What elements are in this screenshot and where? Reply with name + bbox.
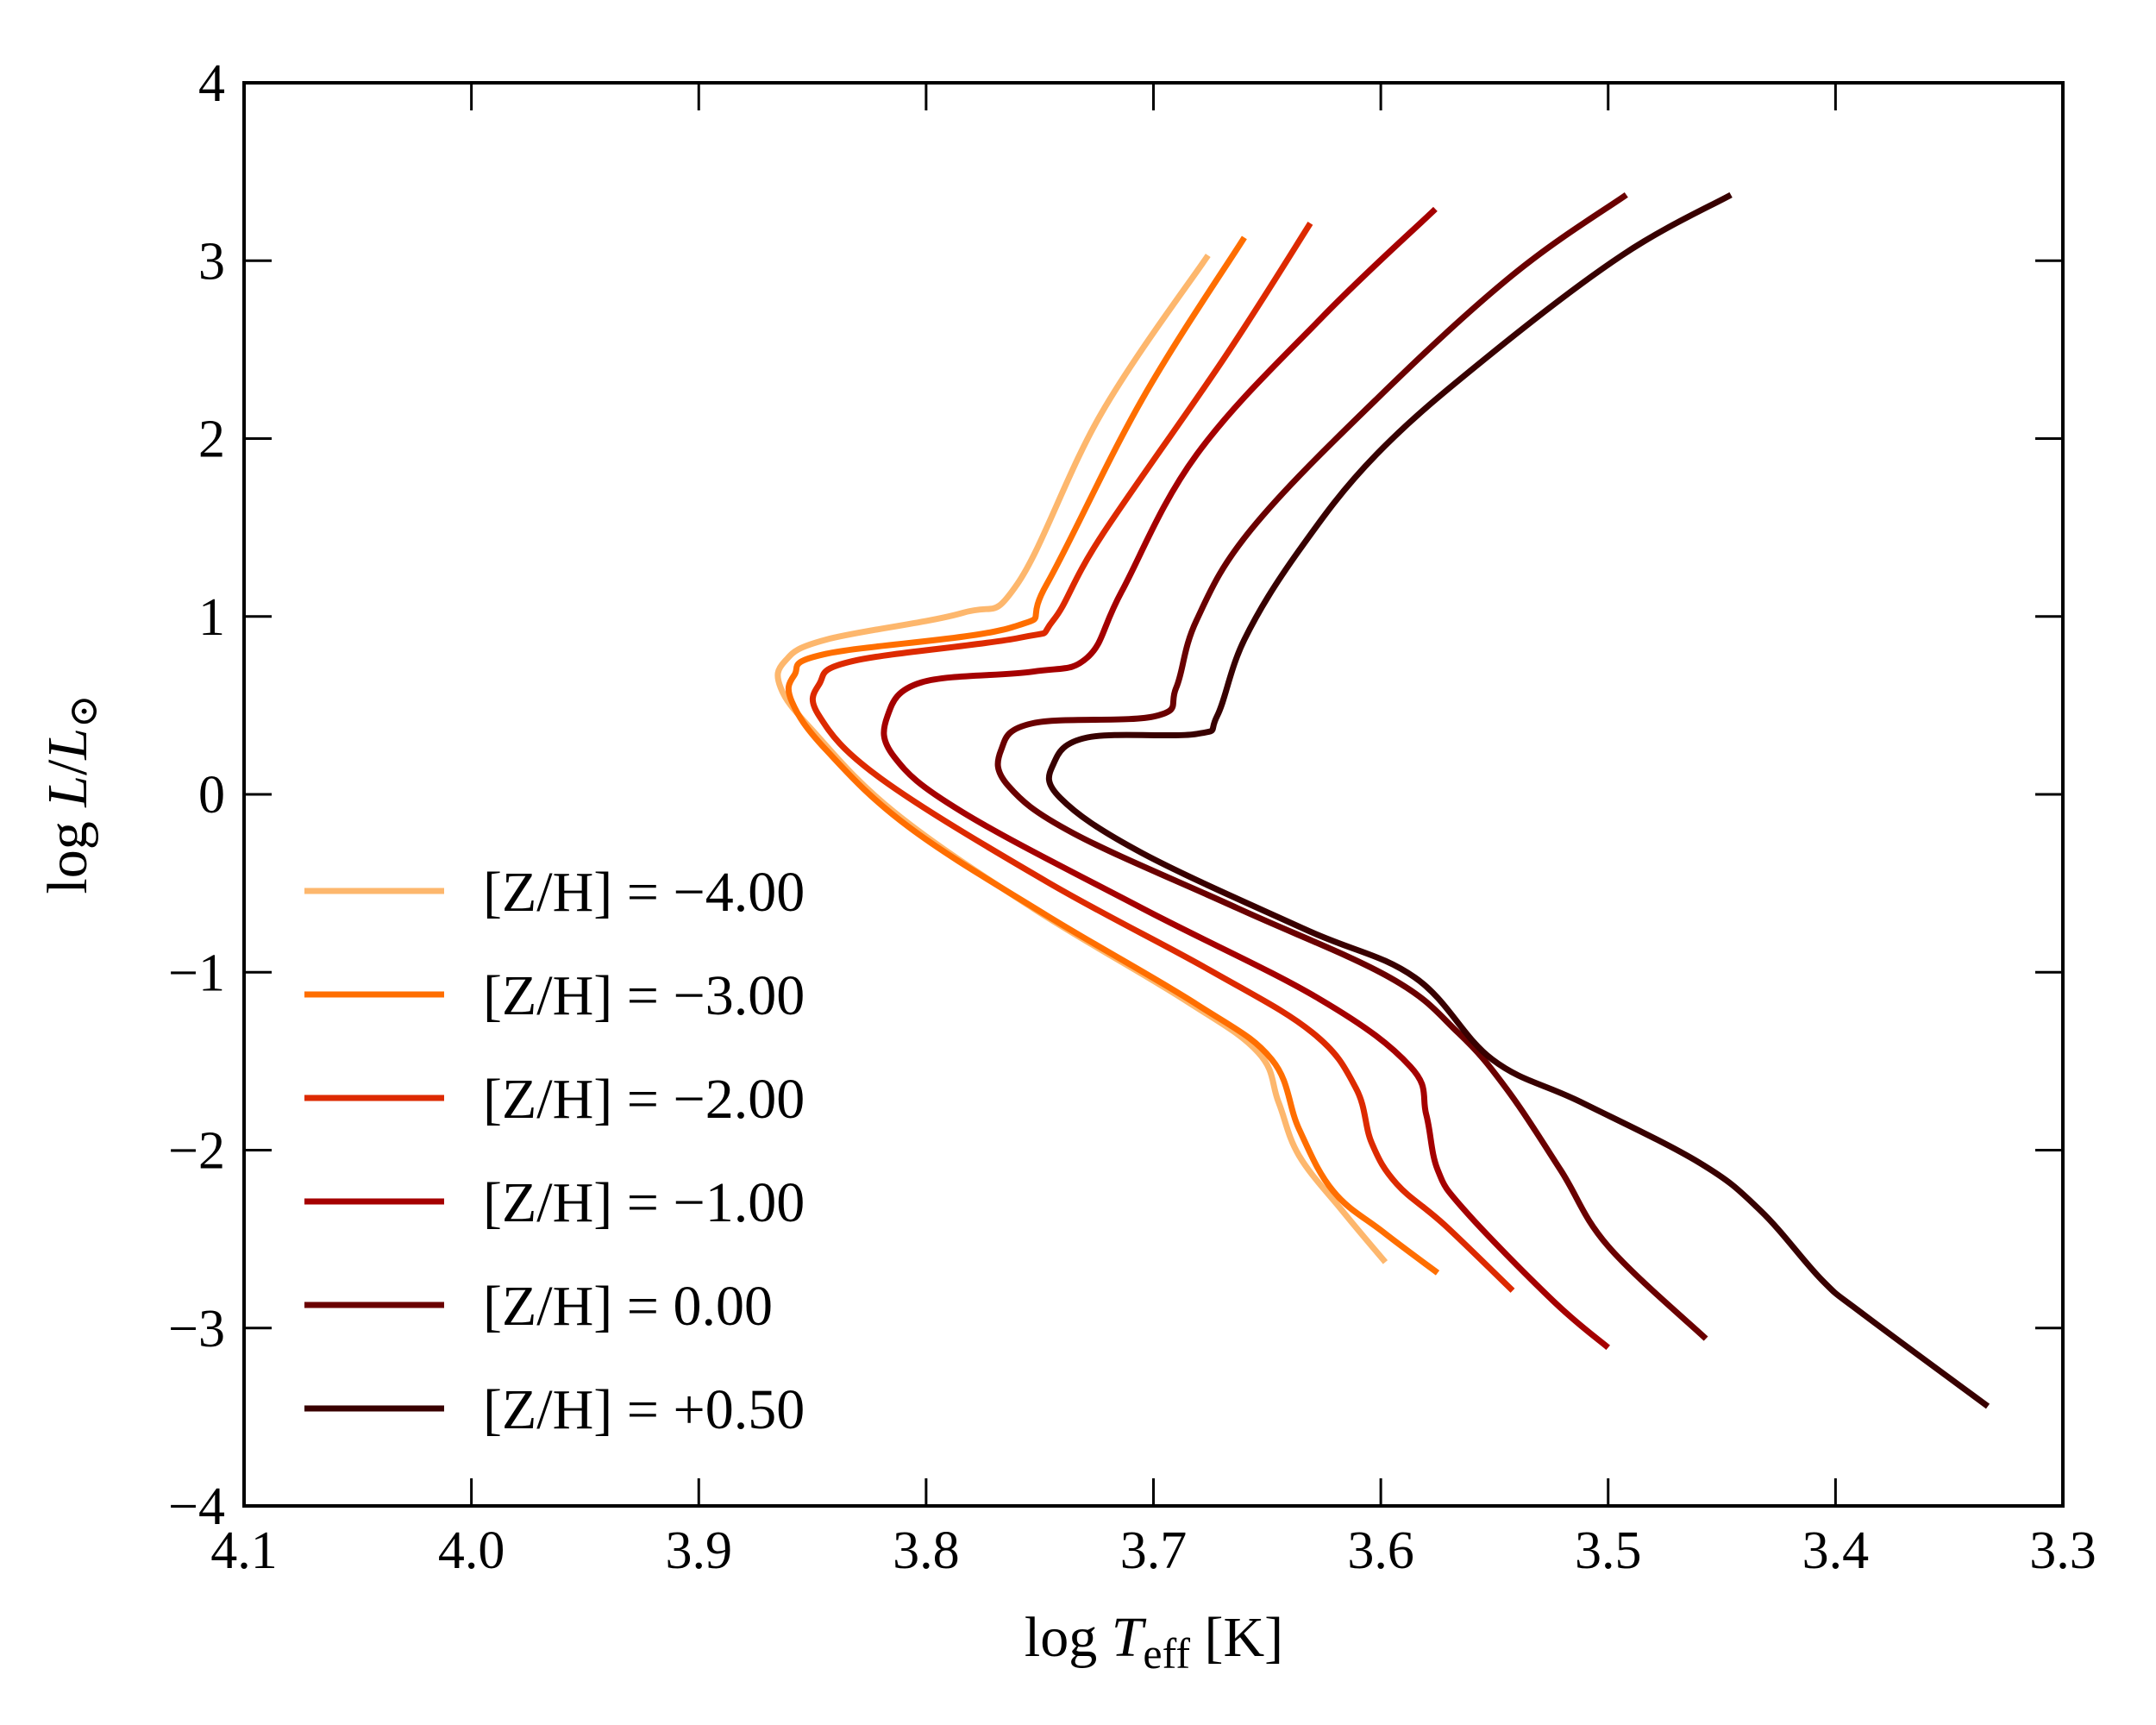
y-tick-label: 0 bbox=[198, 766, 225, 825]
legend-label-5: [Z/H] = +0.50 bbox=[483, 1378, 805, 1441]
x-axis-label-suffix: [K] bbox=[1190, 1606, 1283, 1669]
legend-label-0: [Z/H] = −4.00 bbox=[483, 861, 805, 924]
series-line-1 bbox=[785, 235, 1440, 1276]
x-axis-label: log Teff [K] bbox=[1025, 1606, 1283, 1678]
x-tick-label: 3.5 bbox=[1575, 1521, 1642, 1580]
series-line-3 bbox=[881, 206, 1610, 1351]
legend-label-1: [Z/H] = −3.00 bbox=[483, 964, 805, 1027]
x-tick-label: 4.1 bbox=[210, 1521, 278, 1580]
legend-label-2: [Z/H] = −2.00 bbox=[483, 1068, 805, 1131]
y-tick-label: −2 bbox=[168, 1122, 225, 1181]
y-tick-label: −1 bbox=[168, 944, 225, 1002]
y-axis-label-prefix: log bbox=[36, 807, 99, 894]
x-tick-label: 3.6 bbox=[1347, 1521, 1414, 1580]
y-axis-label-slash: / bbox=[36, 759, 99, 775]
x-tick-label: 3.3 bbox=[2029, 1521, 2096, 1580]
x-axis-label-prefix: log bbox=[1025, 1606, 1112, 1669]
x-tick-label: 3.4 bbox=[1802, 1521, 1870, 1580]
series-lines bbox=[774, 191, 1990, 1409]
y-tick-label: 3 bbox=[198, 232, 225, 291]
y-tick-label: −3 bbox=[168, 1300, 225, 1358]
legend: [Z/H] = −4.00 [Z/H] = −3.00 [Z/H] = −2.00 [… bbox=[304, 861, 805, 1441]
y-tick-label: −4 bbox=[168, 1477, 225, 1536]
x-tick-label: 3.9 bbox=[666, 1521, 733, 1580]
series-line-2 bbox=[810, 222, 1515, 1293]
series-line-5 bbox=[1045, 191, 1990, 1409]
y-tick-label: 4 bbox=[198, 54, 225, 113]
legend-label-3: [Z/H] = −1.00 bbox=[483, 1171, 805, 1234]
x-tick-label: 3.7 bbox=[1120, 1521, 1188, 1580]
y-axis-label-var: L bbox=[36, 775, 99, 808]
y-axis-label-sun-symbol: ⊙ bbox=[61, 694, 105, 728]
x-tick-label: 4.0 bbox=[438, 1521, 505, 1580]
y-axis-label: log L/L⊙ bbox=[36, 694, 105, 894]
axis-ticks bbox=[244, 83, 2063, 1506]
y-axis-label-var2: L bbox=[36, 728, 99, 761]
series-line-4 bbox=[994, 192, 1708, 1341]
x-axis-label-var: T bbox=[1112, 1606, 1147, 1669]
x-tick-label: 3.8 bbox=[893, 1521, 960, 1580]
y-tick-label: 1 bbox=[198, 588, 225, 647]
legend-label-4: [Z/H] = 0.00 bbox=[483, 1275, 773, 1338]
x-axis-label-sub: eff bbox=[1143, 1629, 1190, 1678]
tick-labels: 4.1 4.0 3.9 3.8 3.7 3.6 3.5 3.4 3.3 4 3 2 1 0 −1 −2 −3 −4 bbox=[168, 54, 2096, 1580]
y-tick-label: 2 bbox=[198, 411, 225, 469]
